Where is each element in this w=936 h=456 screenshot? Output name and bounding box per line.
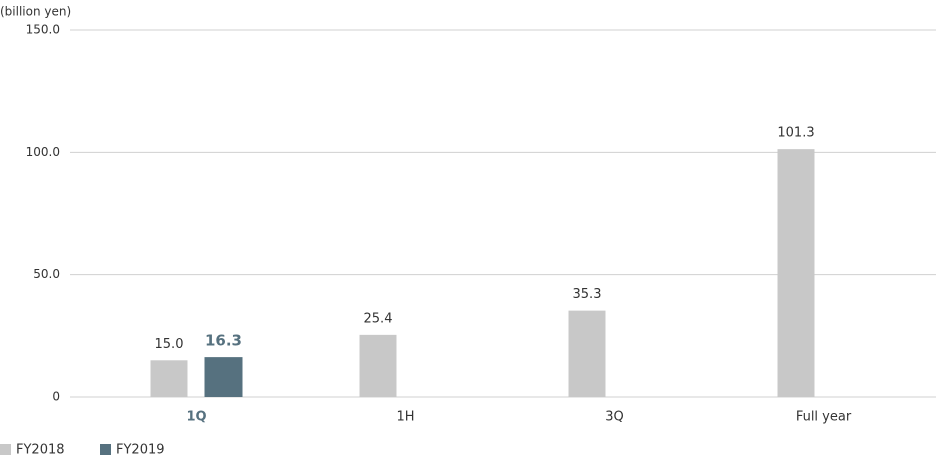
y-tick-label: 50.0 <box>33 267 60 281</box>
legend-label: FY2019 <box>116 443 165 456</box>
legend-swatch <box>100 444 111 455</box>
legend-label: FY2018 <box>16 443 65 456</box>
bar <box>150 360 188 397</box>
value-label: 15.0 <box>155 337 184 352</box>
x-tick-label: 1Q <box>186 410 206 425</box>
y-tick-label: 150.0 <box>26 23 60 37</box>
x-tick-label: 1H <box>396 410 414 425</box>
value-label: 101.3 <box>777 126 814 141</box>
bar <box>777 149 815 397</box>
value-label: 16.3 <box>205 332 242 350</box>
bar <box>359 334 397 397</box>
y-tick-label: 0 <box>52 390 60 404</box>
bar <box>568 310 606 397</box>
legend-swatch <box>0 444 11 455</box>
y-axis-label: (billion yen) <box>0 5 71 19</box>
x-tick-label: 3Q <box>605 410 624 425</box>
bar <box>204 357 243 397</box>
value-label: 35.3 <box>573 287 602 302</box>
y-tick-label: 100.0 <box>26 145 60 159</box>
x-tick-label: Full year <box>796 410 852 425</box>
value-label: 25.4 <box>364 311 393 326</box>
